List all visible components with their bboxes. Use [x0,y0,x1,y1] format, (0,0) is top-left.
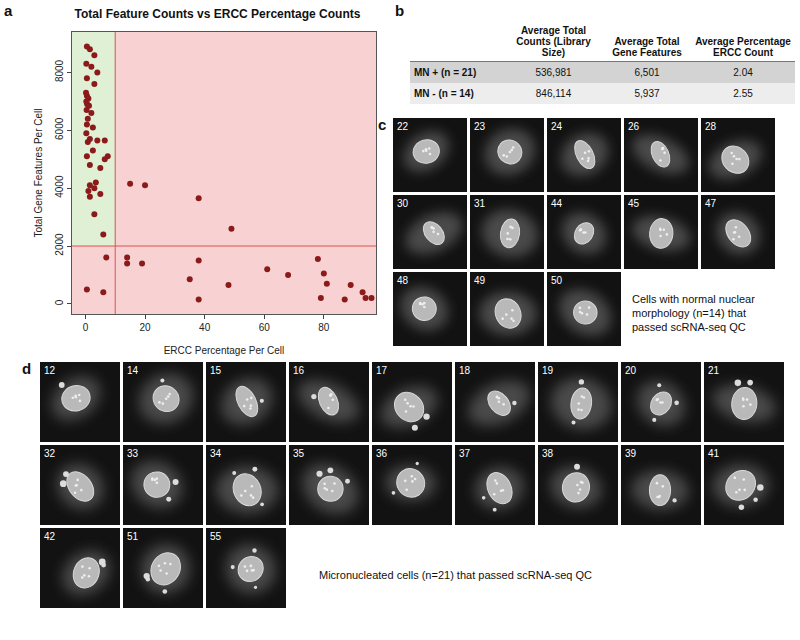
svg-text:14: 14 [127,365,139,376]
svg-text:24: 24 [551,121,563,132]
html-text:2.04: 2.04 [733,67,753,78]
svg-text:35: 35 [293,448,305,459]
svg-text:8000: 8000 [54,59,65,82]
html-text:Micronucleated cells (n=21) th: Micronucleated cells (n=21) that passed … [319,569,592,581]
svg-text:45: 45 [628,198,640,209]
svg-text:31: 31 [474,198,486,209]
html-text:536,981: 536,981 [535,67,572,78]
svg-text:50: 50 [551,275,563,286]
html-text:Cells with normal nuclear morp: Cells with normal nuclear morphology (n=… [632,293,755,333]
svg-text:6000: 6000 [54,117,65,140]
svg-text:30: 30 [397,198,409,209]
html-text:MN + (n = 21): MN + (n = 21) [414,67,477,78]
svg-text:18: 18 [459,365,471,376]
svg-text:20: 20 [625,365,637,376]
html-text:MN - (n = 14): MN - (n = 14) [414,88,474,99]
svg-text:12: 12 [44,365,56,376]
svg-text:ERCC Percentage Per Cell: ERCC Percentage Per Cell [164,345,285,356]
svg-text:21: 21 [708,365,720,376]
html-text:Average Percentage ERCC Count: Average Percentage ERCC Count [695,36,791,58]
svg-text:2000: 2000 [54,233,65,256]
svg-text:19: 19 [542,365,554,376]
svg-text:39: 39 [625,448,637,459]
svg-text:16: 16 [293,365,305,376]
svg-text:47: 47 [705,198,717,209]
svg-text:44: 44 [551,198,563,209]
svg-text:4000: 4000 [54,175,65,198]
svg-text:Total Gene Features Per Cell: Total Gene Features Per Cell [33,109,44,238]
html-text:2.55: 2.55 [733,88,753,99]
svg-text:17: 17 [376,365,388,376]
html-text:a: a [4,2,13,19]
svg-text:Total Feature Counts vs ERCC P: Total Feature Counts vs ERCC Percentage … [75,7,361,21]
svg-text:37: 37 [459,448,471,459]
svg-text:41: 41 [708,448,720,459]
svg-text:48: 48 [397,275,409,286]
svg-text:23: 23 [474,121,486,132]
svg-text:26: 26 [628,121,640,132]
svg-text:22: 22 [397,121,409,132]
svg-text:40: 40 [199,322,211,333]
html-text:Average Total Gene Features: Average Total Gene Features [612,36,682,58]
svg-text:0: 0 [83,322,89,333]
svg-text:20: 20 [139,322,151,333]
html-text:Average Total Counts (Library: Average Total Counts (Library Size) [516,25,591,58]
svg-text:51: 51 [127,531,139,542]
svg-text:33: 33 [127,448,139,459]
svg-text:38: 38 [542,448,554,459]
html-text:b: b [395,2,405,19]
svg-text:55: 55 [210,531,222,542]
svg-text:42: 42 [44,531,56,542]
svg-text:32: 32 [44,448,56,459]
svg-text:49: 49 [474,275,486,286]
svg-text:15: 15 [210,365,222,376]
html-text:6,501: 6,501 [634,67,660,78]
html-text:846,114: 846,114 [535,88,572,99]
svg-text:36: 36 [376,448,388,459]
html-text:5,937: 5,937 [634,88,660,99]
svg-text:34: 34 [210,448,222,459]
svg-text:80: 80 [318,322,330,333]
html-text:c: c [378,116,387,133]
svg-text:0: 0 [54,299,65,305]
svg-text:60: 60 [259,322,271,333]
svg-text:28: 28 [705,121,717,132]
html-text:d: d [22,360,32,377]
